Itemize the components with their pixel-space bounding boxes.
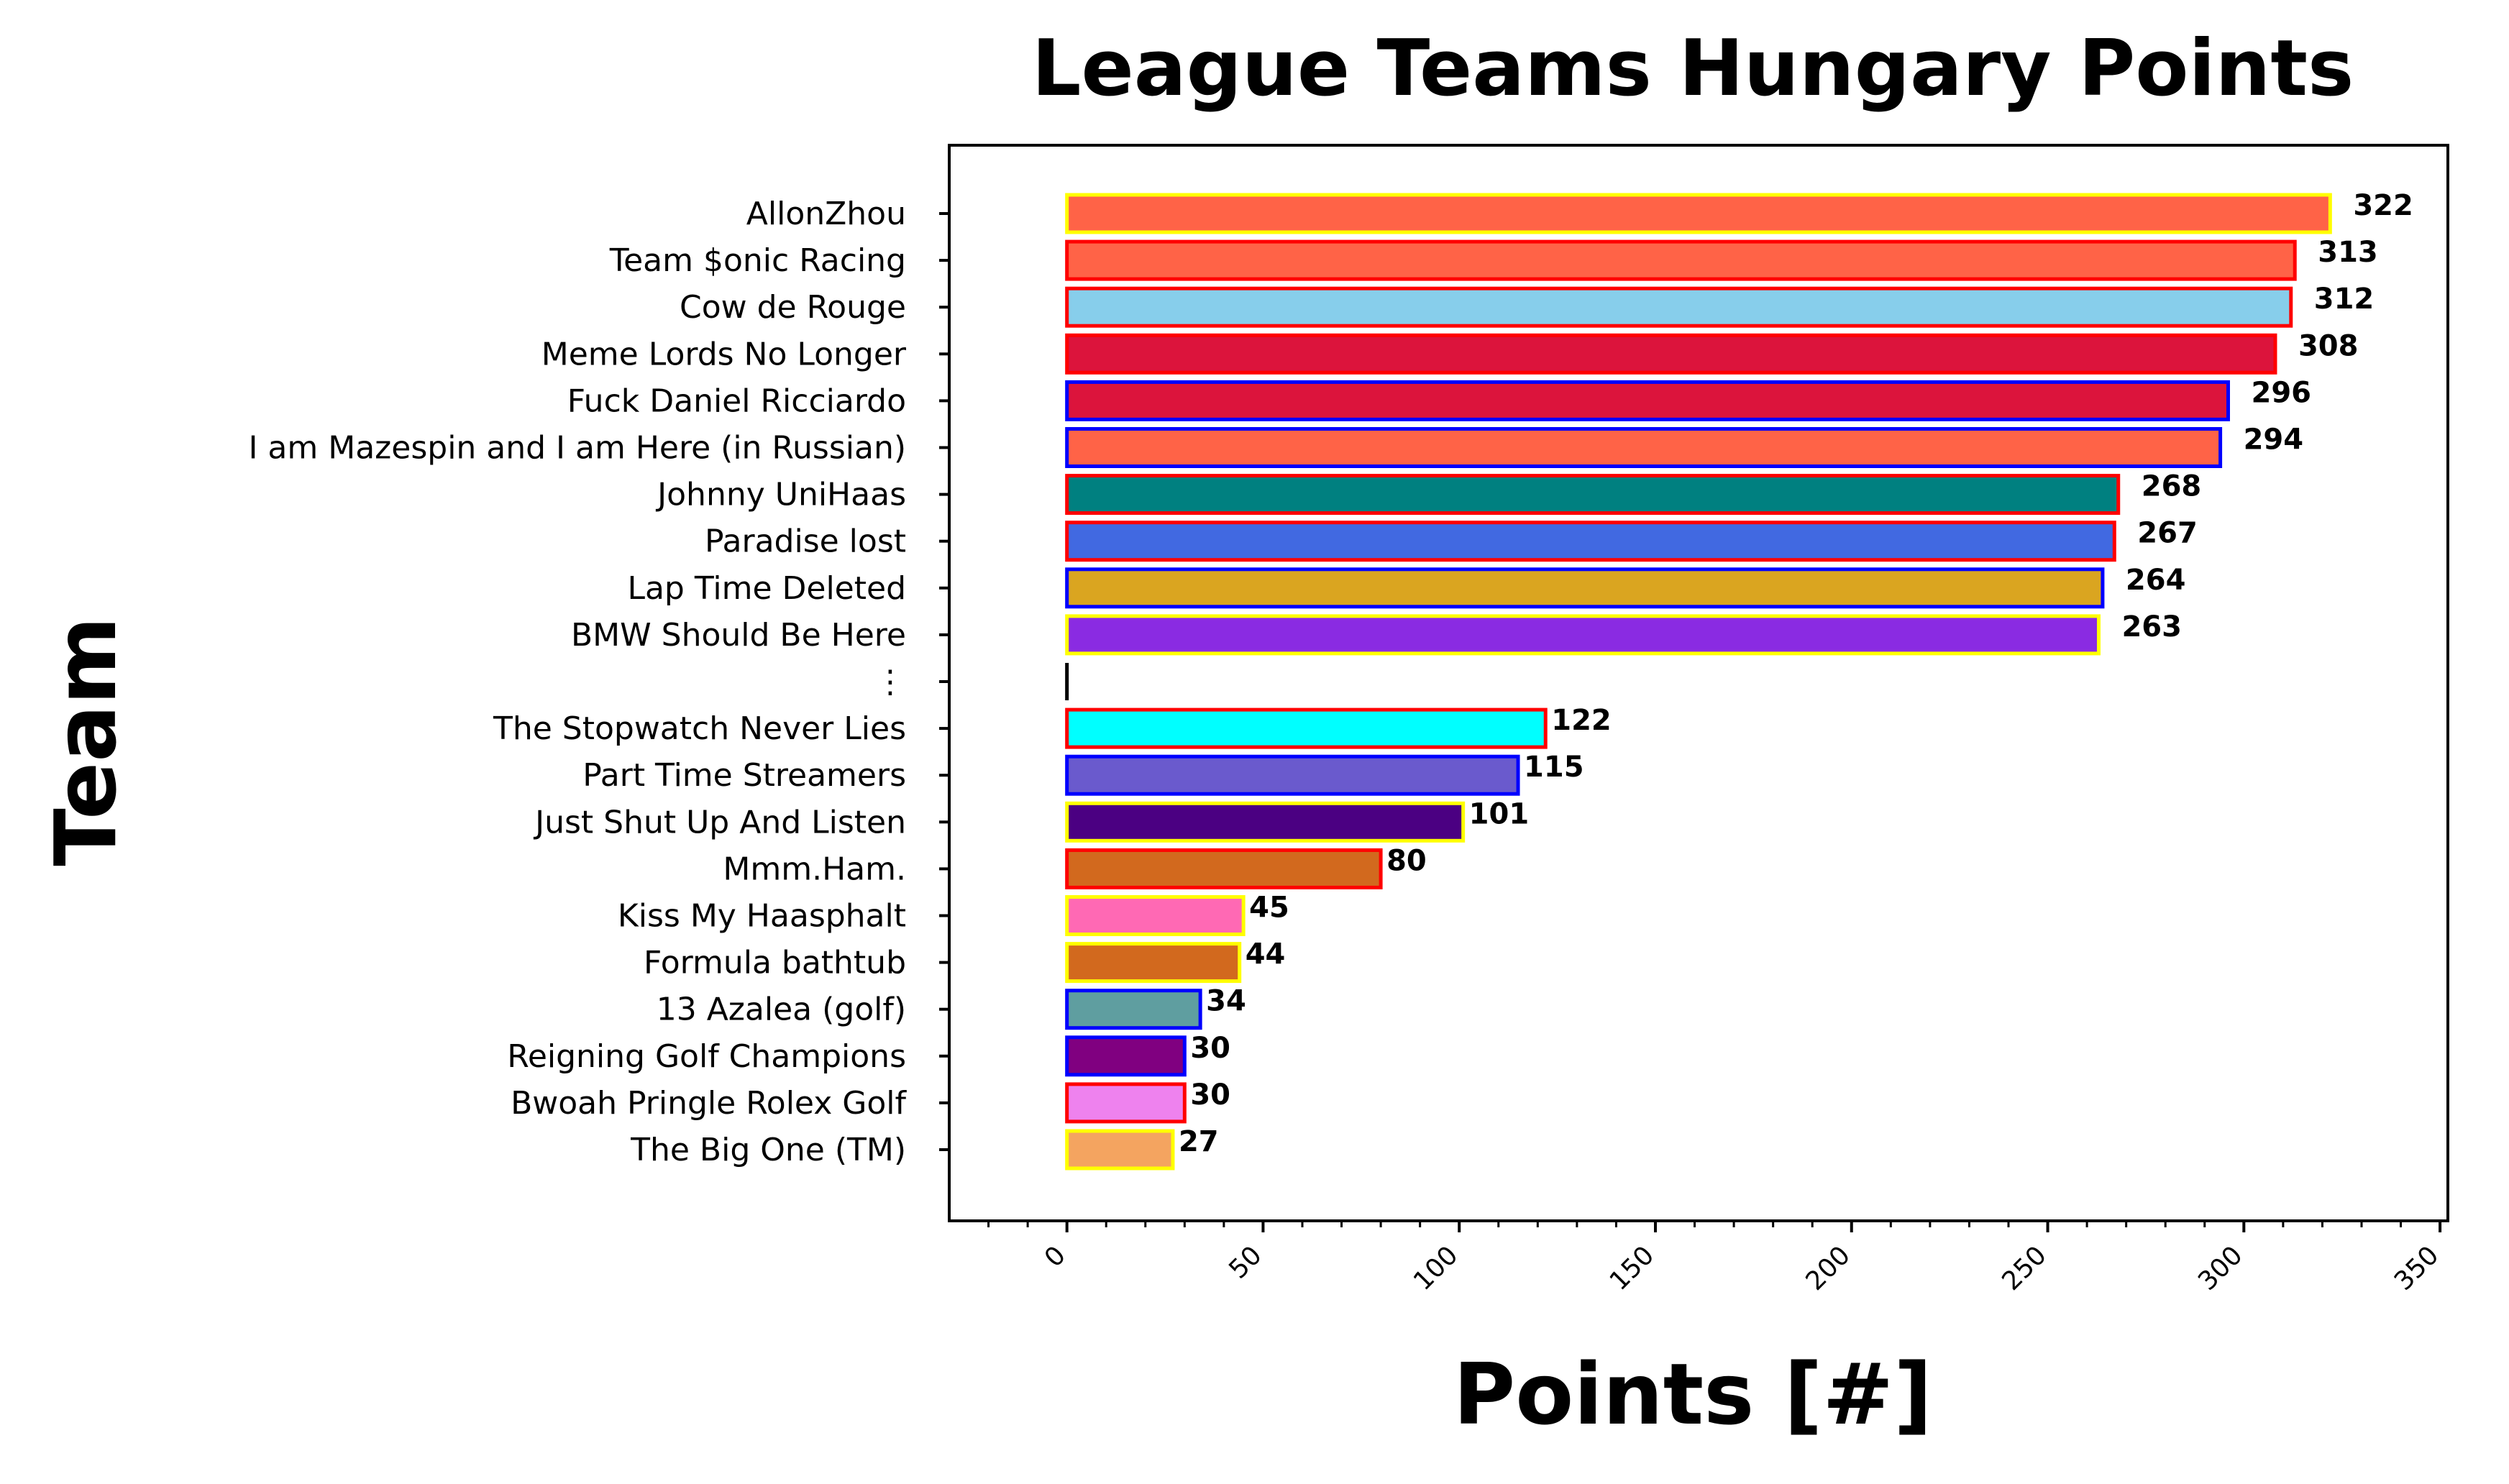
bar [1065, 1035, 1187, 1077]
bar [1065, 567, 2105, 609]
y-tick-label: Formula bathtub [644, 945, 906, 981]
y-tick-label: Part Time Streamers [582, 757, 906, 794]
bar [1065, 193, 2332, 234]
y-tick-label: Bwoah Pringle Rolex Golf [511, 1085, 907, 1122]
y-tick-label: Paradise lost [705, 523, 906, 560]
bar-value-label: 30 [1190, 1078, 1230, 1112]
x-tick-label: 250 [1996, 1240, 2052, 1296]
bar [1065, 521, 2116, 562]
y-tick-label: 13 Azalea (golf) [657, 991, 906, 1028]
x-tick-label: 100 [1408, 1240, 1464, 1296]
y-tick-label: I am Mazespin and I am Here (in Russian) [248, 430, 906, 467]
value-labels: 322 313 312 308 296 294 268 267 264 263 122 115 101 8… [1179, 189, 2413, 1158]
y-tick-label: Reigning Golf Champions [507, 1038, 906, 1075]
y-tick-label: Cow de Rouge [680, 289, 906, 326]
bar [1065, 286, 2293, 328]
x-axis-ticks: 0 50 100 150 200 250 300 350 [987, 1221, 2445, 1296]
bar [1065, 380, 2230, 421]
bar-value-label: 268 [2142, 470, 2202, 503]
x-tick-label: 0 [1039, 1240, 1071, 1273]
bar-value-label: 115 [1524, 751, 1584, 784]
x-tick-label: 50 [1223, 1240, 1267, 1284]
bar-value-label: 312 [2314, 283, 2375, 316]
y-tick-label: The Big One (TM) [630, 1132, 906, 1168]
bar-value-label: 80 [1386, 844, 1427, 877]
y-tick-label: Mmm.Ham. [723, 851, 906, 887]
bar [1065, 239, 2297, 281]
y-tick-label: Team $onic Racing [609, 242, 906, 279]
bar [1065, 895, 1246, 936]
y-tick-label: Fuck Daniel Ricciardo [567, 383, 906, 419]
bar [1065, 707, 1548, 749]
chart-title: League Teams Hungary Points [1032, 24, 2354, 114]
bar-value-label: 313 [2318, 236, 2378, 269]
bar-value-label: 27 [1179, 1125, 1219, 1158]
y-tick-label: Johnny UniHaas [655, 477, 906, 513]
y-tick-label: Just Shut Up And Listen [533, 804, 906, 841]
bar-value-label: 34 [1206, 985, 1246, 1018]
x-tick-label: 200 [1801, 1240, 1857, 1296]
bar-value-label: 44 [1246, 938, 1286, 971]
bar [1065, 754, 1520, 796]
bar-value-label: 264 [2126, 564, 2186, 597]
bar-value-label: 30 [1190, 1032, 1230, 1065]
y-axis-label: Team [36, 616, 135, 866]
y-tick-label: AllonZhou [746, 196, 906, 232]
bar-value-label: 122 [1551, 704, 1612, 737]
bar [1065, 474, 2121, 516]
bar-value-label: 267 [2137, 517, 2198, 550]
bar [1065, 848, 1383, 889]
y-axis-ticks: AllonZhou Team $onic Racing Cow de Rouge Me… [248, 196, 949, 1168]
bar-value-label: 322 [2353, 189, 2413, 222]
bar [1065, 801, 1466, 843]
x-axis-label: Points [#] [1453, 1345, 1932, 1444]
bar-value-label: 263 [2121, 610, 2182, 643]
x-tick-label: 300 [2193, 1240, 2249, 1296]
bar-value-label: 296 [2251, 376, 2311, 409]
bar [1065, 942, 1242, 984]
bar-value-label: 308 [2298, 329, 2359, 362]
bar [1065, 614, 2101, 656]
bar [1065, 1129, 1175, 1171]
y-tick-label: Lap Time Deleted [627, 570, 906, 607]
bar [1065, 1082, 1187, 1124]
y-tick-label: ⋮ [874, 664, 906, 700]
bar-value-label: 45 [1249, 892, 1289, 925]
x-tick-label: 350 [2389, 1240, 2445, 1296]
y-tick-label: Meme Lords No Longer [541, 336, 907, 372]
y-tick-label: The Stopwatch Never Lies [493, 710, 906, 747]
y-tick-label: BMW Should Be Here [571, 617, 906, 654]
bar-value-label: 101 [1469, 797, 1530, 830]
bars [1065, 193, 2332, 1171]
bar [1065, 333, 2277, 375]
x-tick-label: 150 [1604, 1240, 1660, 1296]
bar-value-label: 294 [2244, 423, 2304, 457]
bar [1065, 989, 1202, 1030]
bar [1065, 427, 2223, 468]
y-tick-label: Kiss My Haasphalt [618, 898, 906, 935]
